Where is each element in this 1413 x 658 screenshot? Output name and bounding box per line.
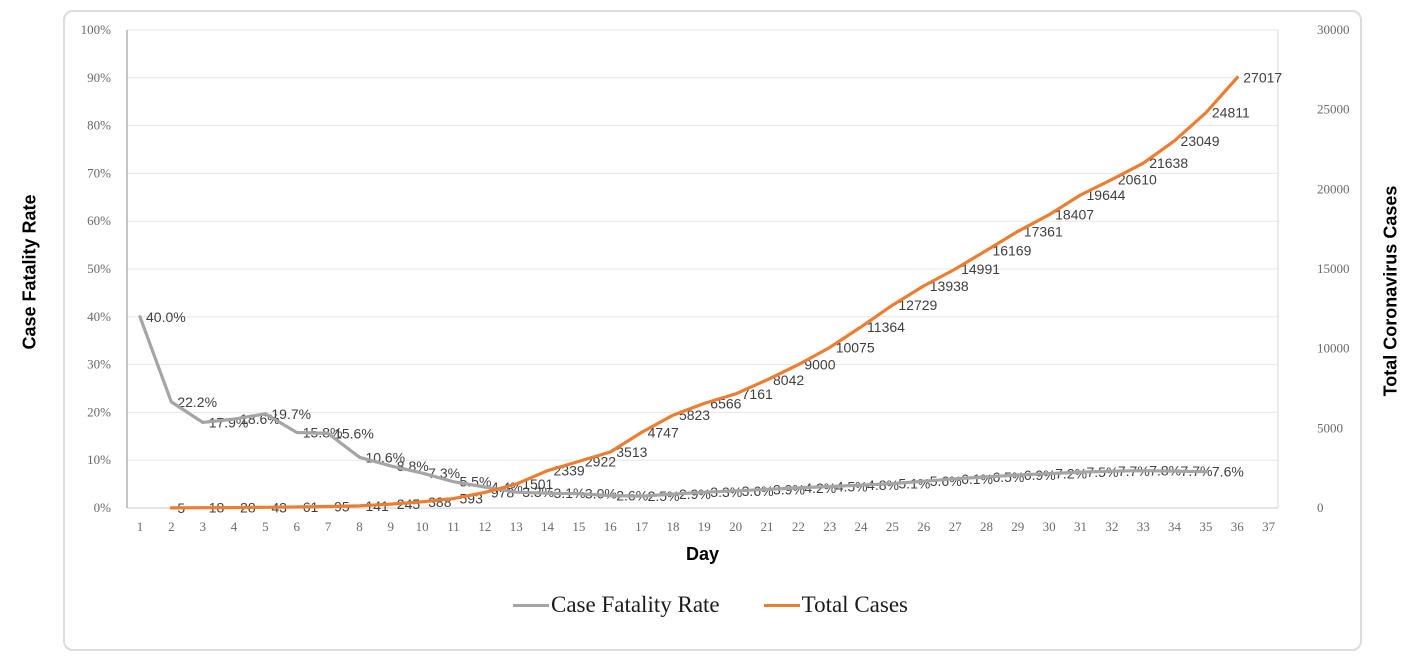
svg-text:10000: 10000 [1317,341,1350,356]
svg-text:17361: 17361 [1024,223,1063,239]
svg-text:32: 32 [1105,519,1118,534]
svg-text:5: 5 [262,519,269,534]
svg-text:13938: 13938 [930,278,969,294]
svg-text:70%: 70% [87,165,111,180]
svg-text:3: 3 [199,519,206,534]
svg-text:21: 21 [761,519,774,534]
svg-text:36: 36 [1231,519,1245,534]
svg-text:17: 17 [635,519,649,534]
svg-text:50%: 50% [87,261,111,276]
svg-text:12729: 12729 [898,297,937,313]
legend-label: Total Cases [801,592,908,617]
svg-text:7.6%: 7.6% [1212,464,1244,480]
svg-text:4747: 4747 [648,424,679,440]
svg-text:6: 6 [294,519,301,534]
svg-text:30: 30 [1043,519,1056,534]
legend-item-case-fatality-rate: Case Fatality Rate [513,592,720,618]
left-axis-title: Case Fatality Rate [19,194,40,350]
legend-label: Case Fatality Rate [551,592,720,617]
svg-text:30%: 30% [87,357,111,372]
svg-text:100%: 100% [81,22,112,37]
svg-text:27017: 27017 [1243,70,1282,86]
svg-text:16: 16 [604,519,618,534]
svg-text:7161: 7161 [742,386,773,402]
svg-text:19: 19 [698,519,711,534]
svg-text:27: 27 [949,519,963,534]
svg-text:18407: 18407 [1055,207,1094,223]
svg-text:4: 4 [231,519,238,534]
svg-text:20: 20 [729,519,742,534]
svg-text:22: 22 [792,519,805,534]
svg-text:25000: 25000 [1317,102,1350,117]
x-axis-title: Day [685,544,720,564]
svg-text:40%: 40% [87,309,111,324]
svg-text:14: 14 [541,519,555,534]
svg-text:19.7%: 19.7% [271,406,311,422]
svg-text:1501: 1501 [522,476,553,492]
svg-text:23049: 23049 [1181,133,1220,149]
svg-text:16169: 16169 [992,242,1031,258]
svg-text:14991: 14991 [961,261,1000,277]
total-cases-line-icon [763,603,800,607]
svg-text:5.1%: 5.1% [898,476,930,492]
svg-text:5.6%: 5.6% [930,473,962,489]
svg-text:22.2%: 22.2% [177,394,217,410]
svg-text:21638: 21638 [1149,155,1188,171]
svg-text:31: 31 [1074,519,1087,534]
case-fatality-rate-line-icon [513,603,549,607]
series-line-case-fatality-rate [138,315,1208,498]
svg-text:28: 28 [980,519,993,534]
svg-text:24: 24 [855,519,869,534]
svg-text:20%: 20% [87,404,111,419]
svg-text:20610: 20610 [1118,172,1157,188]
svg-text:80%: 80% [87,118,111,133]
legend: Case Fatality Rate Total Cases [63,592,1358,618]
svg-text:26: 26 [917,519,931,534]
svg-text:30000: 30000 [1317,22,1350,37]
right-axis-title: Total Coronavirus Cases [1380,185,1401,397]
svg-text:23: 23 [823,519,836,534]
svg-text:15000: 15000 [1317,261,1350,276]
svg-text:90%: 90% [87,70,111,85]
svg-text:18: 18 [666,519,679,534]
svg-text:37: 37 [1262,519,1276,534]
svg-text:9000: 9000 [804,357,835,373]
svg-text:40.0%: 40.0% [146,309,186,325]
svg-text:5000: 5000 [1317,420,1343,435]
svg-text:9: 9 [388,519,395,534]
svg-text:10075: 10075 [836,339,875,355]
svg-text:25: 25 [886,519,899,534]
svg-text:2: 2 [168,519,175,534]
svg-text:11: 11 [447,519,460,534]
svg-text:8: 8 [356,519,363,534]
svg-text:0: 0 [1317,500,1324,515]
chart-frame [63,10,1362,651]
svg-text:7: 7 [325,519,332,534]
svg-text:35: 35 [1199,519,1212,534]
legend-item-total-cases: Total Cases [763,592,908,618]
svg-text:10%: 10% [87,452,111,467]
svg-text:15.6%: 15.6% [334,425,374,441]
svg-text:1: 1 [137,519,144,534]
svg-text:24811: 24811 [1212,105,1250,121]
svg-text:13: 13 [510,519,523,534]
svg-text:29: 29 [1011,519,1024,534]
svg-text:34: 34 [1168,519,1182,534]
svg-text:8042: 8042 [773,372,804,388]
svg-text:20000: 20000 [1317,181,1350,196]
svg-text:0%: 0% [94,500,112,515]
svg-text:19644: 19644 [1087,187,1126,203]
svg-text:12: 12 [478,519,491,534]
svg-text:15: 15 [572,519,585,534]
series-line-total-cases [169,75,1239,510]
svg-text:60%: 60% [87,213,111,228]
svg-text:10: 10 [416,519,429,534]
svg-text:11364: 11364 [867,319,905,335]
svg-text:3513: 3513 [616,444,647,460]
svg-text:33: 33 [1137,519,1150,534]
